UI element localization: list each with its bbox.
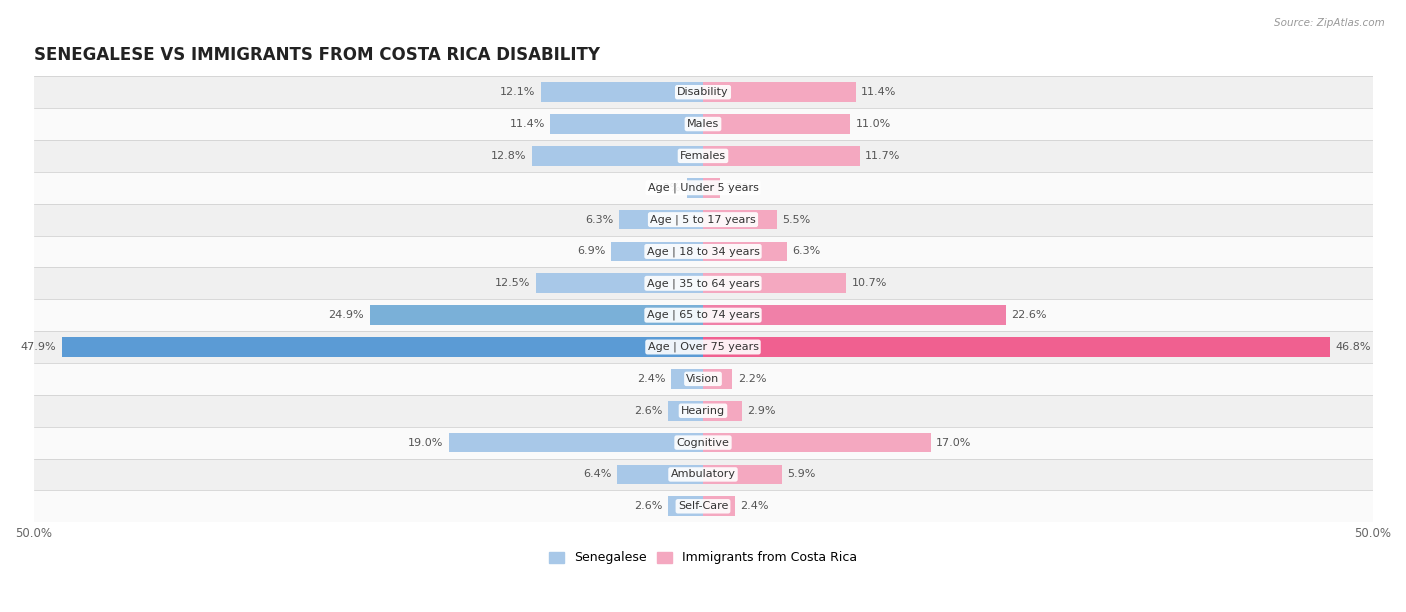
Bar	[34, 490, 1372, 522]
Bar	[34, 108, 1372, 140]
Text: 6.3%: 6.3%	[793, 247, 821, 256]
Bar	[610, 242, 703, 261]
Legend: Senegalese, Immigrants from Costa Rica: Senegalese, Immigrants from Costa Rica	[544, 547, 862, 570]
Text: 12.8%: 12.8%	[491, 151, 526, 161]
Text: Females: Females	[681, 151, 725, 161]
Text: Hearing: Hearing	[681, 406, 725, 416]
Text: 1.3%: 1.3%	[725, 183, 754, 193]
Bar	[668, 401, 703, 420]
Bar	[703, 337, 1330, 357]
Bar	[617, 465, 703, 484]
Text: 11.0%: 11.0%	[856, 119, 891, 129]
Bar	[34, 331, 1372, 363]
Bar	[531, 146, 703, 166]
Bar	[34, 204, 1372, 236]
Text: Age | 65 to 74 years: Age | 65 to 74 years	[647, 310, 759, 321]
Bar	[370, 305, 703, 325]
Bar	[703, 401, 742, 420]
Bar	[703, 465, 782, 484]
Bar	[34, 267, 1372, 299]
Bar	[668, 496, 703, 516]
Bar	[703, 178, 720, 198]
Bar	[703, 146, 859, 166]
Bar	[703, 114, 851, 134]
Bar	[703, 433, 931, 452]
Text: 11.4%: 11.4%	[509, 119, 546, 129]
Bar	[703, 210, 776, 230]
Text: Age | 35 to 64 years: Age | 35 to 64 years	[647, 278, 759, 289]
Text: Self-Care: Self-Care	[678, 501, 728, 511]
Text: 19.0%: 19.0%	[408, 438, 443, 447]
Bar	[34, 458, 1372, 490]
Text: 2.2%: 2.2%	[738, 374, 766, 384]
Text: 11.4%: 11.4%	[860, 87, 897, 97]
Text: 6.9%: 6.9%	[576, 247, 605, 256]
Text: Source: ZipAtlas.com: Source: ZipAtlas.com	[1274, 18, 1385, 28]
Text: 22.6%: 22.6%	[1011, 310, 1046, 320]
Text: 10.7%: 10.7%	[852, 278, 887, 288]
Text: 47.9%: 47.9%	[21, 342, 56, 352]
Text: 12.1%: 12.1%	[501, 87, 536, 97]
Text: 6.4%: 6.4%	[583, 469, 612, 479]
Bar	[703, 83, 856, 102]
Text: SENEGALESE VS IMMIGRANTS FROM COSTA RICA DISABILITY: SENEGALESE VS IMMIGRANTS FROM COSTA RICA…	[34, 46, 599, 64]
Text: Ambulatory: Ambulatory	[671, 469, 735, 479]
Text: Males: Males	[688, 119, 718, 129]
Bar	[688, 178, 703, 198]
Text: 12.5%: 12.5%	[495, 278, 530, 288]
Text: 24.9%: 24.9%	[329, 310, 364, 320]
Bar	[34, 140, 1372, 172]
Bar	[34, 76, 1372, 108]
Bar	[541, 83, 703, 102]
Bar	[34, 172, 1372, 204]
Text: 17.0%: 17.0%	[936, 438, 972, 447]
Text: 2.9%: 2.9%	[747, 406, 776, 416]
Bar	[536, 274, 703, 293]
Bar	[34, 395, 1372, 427]
Text: Age | 5 to 17 years: Age | 5 to 17 years	[650, 214, 756, 225]
Text: Age | Over 75 years: Age | Over 75 years	[648, 341, 758, 353]
Bar	[703, 242, 787, 261]
Text: Disability: Disability	[678, 87, 728, 97]
Text: 5.5%: 5.5%	[782, 215, 810, 225]
Bar	[703, 274, 846, 293]
Text: Cognitive: Cognitive	[676, 438, 730, 447]
Text: 2.6%: 2.6%	[634, 501, 662, 511]
Text: 46.8%: 46.8%	[1336, 342, 1371, 352]
Bar	[34, 427, 1372, 458]
Text: 2.4%: 2.4%	[637, 374, 665, 384]
Bar	[671, 369, 703, 389]
Text: 2.6%: 2.6%	[634, 406, 662, 416]
Bar	[62, 337, 703, 357]
Text: 5.9%: 5.9%	[787, 469, 815, 479]
Text: 11.7%: 11.7%	[865, 151, 900, 161]
Text: Vision: Vision	[686, 374, 720, 384]
Bar	[703, 369, 733, 389]
Bar	[34, 299, 1372, 331]
Bar	[34, 236, 1372, 267]
Text: 6.3%: 6.3%	[585, 215, 613, 225]
Text: 2.4%: 2.4%	[741, 501, 769, 511]
Bar	[703, 496, 735, 516]
Bar	[449, 433, 703, 452]
Text: Age | 18 to 34 years: Age | 18 to 34 years	[647, 246, 759, 256]
Text: 1.2%: 1.2%	[654, 183, 682, 193]
Bar	[703, 305, 1005, 325]
Bar	[550, 114, 703, 134]
Bar	[619, 210, 703, 230]
Text: Age | Under 5 years: Age | Under 5 years	[648, 182, 758, 193]
Bar	[34, 363, 1372, 395]
